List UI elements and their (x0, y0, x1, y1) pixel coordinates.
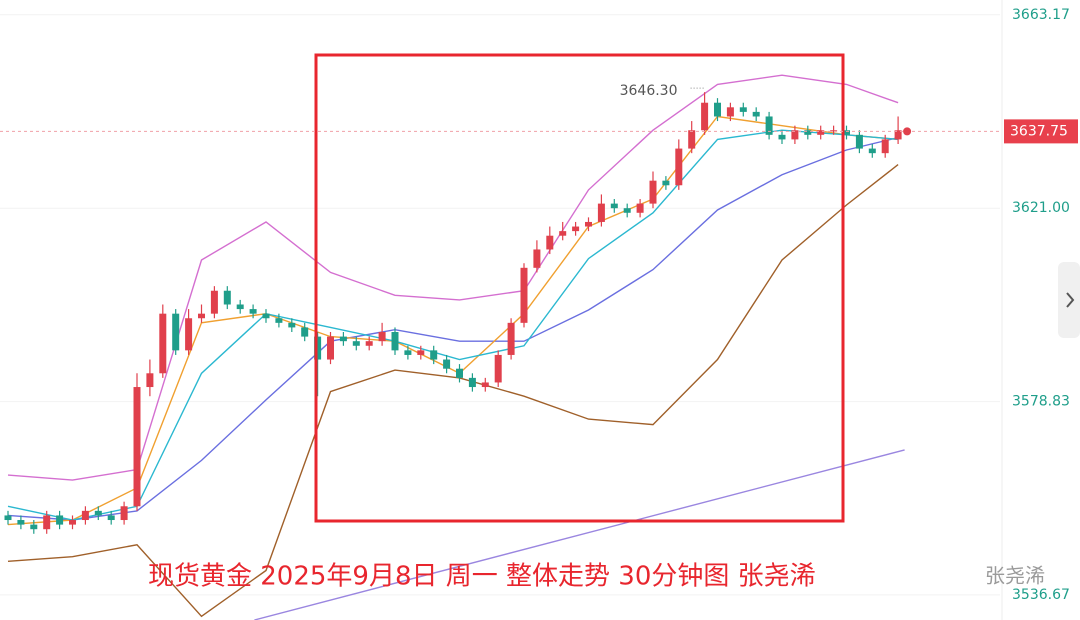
candle-body (378, 332, 386, 342)
candle-body (778, 134, 786, 140)
last-price-dot (903, 127, 912, 136)
candle-body (791, 130, 799, 140)
high-label: 3646.30 (620, 83, 678, 99)
candle-body (262, 313, 270, 319)
candle-body (301, 327, 309, 337)
candle-body (107, 515, 115, 521)
candle-body (352, 341, 360, 346)
candle-body (752, 111, 760, 117)
candle-body (198, 313, 205, 319)
grid (0, 14, 1000, 596)
candle-body (636, 203, 644, 213)
candle-body (572, 226, 580, 232)
candle-body (236, 304, 244, 310)
candle-body (314, 336, 322, 360)
candle-body (172, 313, 180, 351)
candles (4, 92, 902, 534)
last-price-label: 3637.75 (1010, 123, 1068, 139)
candle-body (688, 130, 696, 149)
candle-body (804, 130, 812, 135)
candle-body (739, 107, 747, 112)
candle-body (4, 515, 12, 521)
candle-body (69, 520, 76, 525)
indicator-line (7, 136, 899, 521)
candle-body (391, 332, 399, 351)
watermark: 张尧浠 (985, 564, 1045, 588)
candle-body (430, 350, 438, 360)
candle-body (94, 510, 102, 516)
candle-body (249, 309, 257, 314)
y-tick-label: 3621.00 (1012, 200, 1070, 216)
candle-body (494, 354, 502, 383)
indicator-line (7, 129, 899, 521)
candle-body (701, 102, 709, 131)
candle-body (855, 134, 863, 149)
candle-body (327, 336, 334, 360)
candle-body (56, 515, 64, 525)
candle-body (675, 148, 683, 186)
candle-body (417, 350, 425, 355)
last-price-box (1004, 119, 1078, 144)
candle-body (146, 373, 154, 388)
candle-body (533, 249, 541, 268)
candle-body (868, 148, 876, 154)
candle-body (597, 203, 605, 222)
candle-body (339, 336, 347, 342)
candle-body (714, 102, 721, 117)
candle-body (365, 341, 373, 346)
candle-body (43, 515, 51, 530)
indicator-line (7, 74, 899, 481)
indicator-line (254, 449, 905, 620)
candle-body (662, 180, 670, 186)
candle-body (223, 290, 231, 305)
candle-body (843, 130, 850, 135)
candle-body (185, 318, 193, 351)
side-button[interactable] (1058, 262, 1080, 338)
y-tick-label: 3578.83 (1012, 394, 1070, 410)
candle-body (120, 506, 128, 521)
candle-body (585, 221, 592, 227)
candle-body (275, 318, 283, 323)
candle-body (649, 180, 657, 204)
candle-body (765, 116, 773, 135)
candle-body (456, 368, 463, 378)
candle-body (133, 387, 141, 507)
candle-body (559, 231, 567, 236)
candle-body (159, 313, 167, 374)
candle-body (610, 203, 618, 209)
candle-body (468, 377, 476, 388)
candle-body (817, 130, 825, 135)
candle-body (481, 382, 489, 388)
candle-body (507, 322, 515, 355)
highlight-box (314, 53, 845, 523)
chart-title: 现货黄金 2025年9月8日 周一 整体走势 30分钟图 张尧浠 (148, 562, 816, 592)
candle-body (443, 359, 451, 369)
candle-body (81, 510, 89, 521)
candle-body (404, 350, 412, 355)
y-tick-label: 3663.17 (1012, 7, 1070, 23)
candle-body (210, 290, 218, 314)
candle-body (546, 235, 554, 250)
candle-body (17, 520, 25, 525)
candle-body (726, 107, 734, 117)
candle-body (894, 130, 902, 140)
y-tick-label: 3536.67 (1012, 587, 1070, 603)
candle-body (623, 208, 631, 213)
side-button-arrow (1066, 292, 1075, 308)
candle-body (288, 322, 296, 328)
candle-body (881, 139, 889, 154)
candle-body (30, 524, 38, 530)
candle-body (520, 267, 528, 323)
candle-body (830, 130, 838, 132)
